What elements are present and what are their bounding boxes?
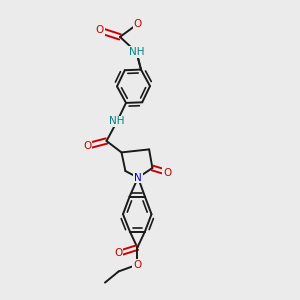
Text: NH: NH [109,116,125,127]
Text: N: N [134,172,142,183]
Text: O: O [133,260,142,270]
Text: O: O [163,167,172,178]
Text: O: O [134,19,142,29]
Text: O: O [114,248,123,259]
Text: O: O [95,25,104,35]
Text: O: O [83,141,91,151]
Text: NH: NH [129,47,144,57]
